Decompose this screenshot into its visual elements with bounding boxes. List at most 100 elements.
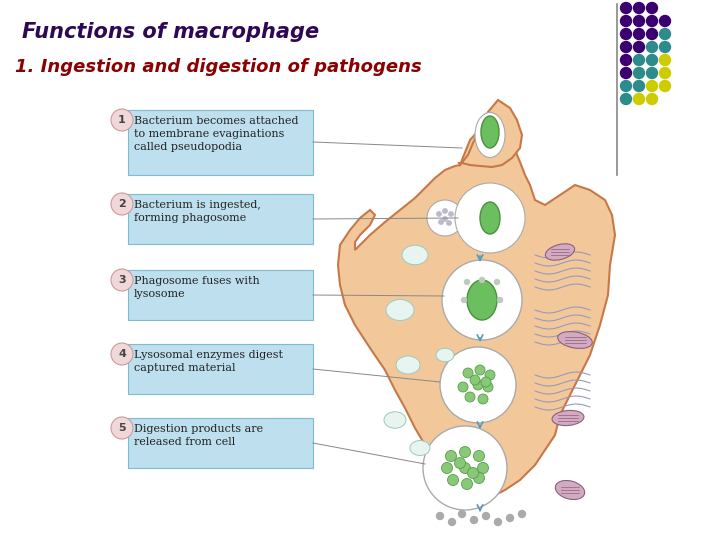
Circle shape xyxy=(111,193,133,215)
Circle shape xyxy=(459,447,470,457)
Text: Functions of macrophage: Functions of macrophage xyxy=(22,22,319,42)
Circle shape xyxy=(462,298,467,302)
Circle shape xyxy=(495,518,502,525)
Circle shape xyxy=(518,510,526,517)
Circle shape xyxy=(441,462,452,474)
Circle shape xyxy=(459,462,470,474)
Circle shape xyxy=(481,377,491,387)
Ellipse shape xyxy=(558,332,593,348)
Circle shape xyxy=(437,212,441,216)
Text: Digestion products are
released from cell: Digestion products are released from cel… xyxy=(134,424,263,447)
Circle shape xyxy=(470,516,477,523)
Circle shape xyxy=(462,478,472,489)
Ellipse shape xyxy=(402,245,428,265)
Circle shape xyxy=(443,217,447,221)
Circle shape xyxy=(442,260,522,340)
Circle shape xyxy=(634,93,644,105)
Circle shape xyxy=(454,457,466,469)
Circle shape xyxy=(495,280,500,285)
Circle shape xyxy=(621,93,631,105)
Polygon shape xyxy=(338,118,615,495)
Circle shape xyxy=(464,280,469,285)
FancyBboxPatch shape xyxy=(128,110,313,175)
Ellipse shape xyxy=(480,202,500,234)
Ellipse shape xyxy=(555,481,585,500)
Ellipse shape xyxy=(545,244,575,260)
Ellipse shape xyxy=(552,410,584,426)
Circle shape xyxy=(660,29,670,39)
Circle shape xyxy=(111,343,133,365)
FancyBboxPatch shape xyxy=(128,344,313,394)
Circle shape xyxy=(634,16,644,26)
Circle shape xyxy=(111,109,133,131)
Circle shape xyxy=(465,392,475,402)
Circle shape xyxy=(485,370,495,380)
Circle shape xyxy=(446,450,456,462)
Ellipse shape xyxy=(384,411,406,428)
Polygon shape xyxy=(459,100,522,167)
Circle shape xyxy=(467,468,479,478)
Circle shape xyxy=(621,80,631,91)
Circle shape xyxy=(660,16,670,26)
Circle shape xyxy=(438,220,444,224)
Circle shape xyxy=(621,3,631,14)
Circle shape xyxy=(621,68,631,78)
FancyBboxPatch shape xyxy=(128,270,313,320)
Circle shape xyxy=(423,426,507,510)
Circle shape xyxy=(482,512,490,519)
Text: Lysosomal enzymes digest
captured material: Lysosomal enzymes digest captured materi… xyxy=(134,350,283,373)
Circle shape xyxy=(455,183,525,253)
Ellipse shape xyxy=(396,356,420,374)
Circle shape xyxy=(475,365,485,375)
Circle shape xyxy=(621,29,631,39)
Circle shape xyxy=(647,55,657,65)
Circle shape xyxy=(470,375,480,385)
Circle shape xyxy=(483,382,493,392)
Text: 3: 3 xyxy=(118,275,126,285)
Text: 1. Ingestion and digestion of pathogens: 1. Ingestion and digestion of pathogens xyxy=(15,58,422,76)
Circle shape xyxy=(449,212,453,216)
Ellipse shape xyxy=(386,300,414,321)
Circle shape xyxy=(647,80,657,91)
Text: Bacterium becomes attached
to membrane evaginations
called pseudopodia: Bacterium becomes attached to membrane e… xyxy=(134,116,299,152)
Circle shape xyxy=(647,16,657,26)
Circle shape xyxy=(634,68,644,78)
Circle shape xyxy=(660,80,670,91)
Circle shape xyxy=(660,68,670,78)
Ellipse shape xyxy=(436,348,454,362)
Circle shape xyxy=(447,221,451,225)
Circle shape xyxy=(647,3,657,14)
Circle shape xyxy=(449,518,456,525)
Circle shape xyxy=(443,209,447,213)
Circle shape xyxy=(478,394,488,404)
Circle shape xyxy=(111,417,133,439)
Text: 5: 5 xyxy=(118,423,126,433)
Circle shape xyxy=(474,472,485,483)
Text: 1: 1 xyxy=(118,115,126,125)
Circle shape xyxy=(647,68,657,78)
Circle shape xyxy=(621,55,631,65)
Circle shape xyxy=(477,462,488,474)
Circle shape xyxy=(660,42,670,52)
Circle shape xyxy=(647,93,657,105)
Ellipse shape xyxy=(475,112,505,158)
Circle shape xyxy=(436,512,444,519)
Ellipse shape xyxy=(467,280,497,320)
Circle shape xyxy=(448,475,459,485)
Text: 2: 2 xyxy=(118,199,126,209)
Circle shape xyxy=(458,382,468,392)
Circle shape xyxy=(440,347,516,423)
Ellipse shape xyxy=(481,116,499,148)
Circle shape xyxy=(111,269,133,291)
Circle shape xyxy=(459,510,466,517)
Text: Phagosome fuses with
lysosome: Phagosome fuses with lysosome xyxy=(134,276,260,299)
Circle shape xyxy=(634,42,644,52)
Circle shape xyxy=(480,278,485,282)
Circle shape xyxy=(647,42,657,52)
Circle shape xyxy=(634,3,644,14)
FancyBboxPatch shape xyxy=(128,194,313,244)
Circle shape xyxy=(634,80,644,91)
Circle shape xyxy=(427,200,463,236)
Circle shape xyxy=(463,368,473,378)
Circle shape xyxy=(473,380,483,390)
